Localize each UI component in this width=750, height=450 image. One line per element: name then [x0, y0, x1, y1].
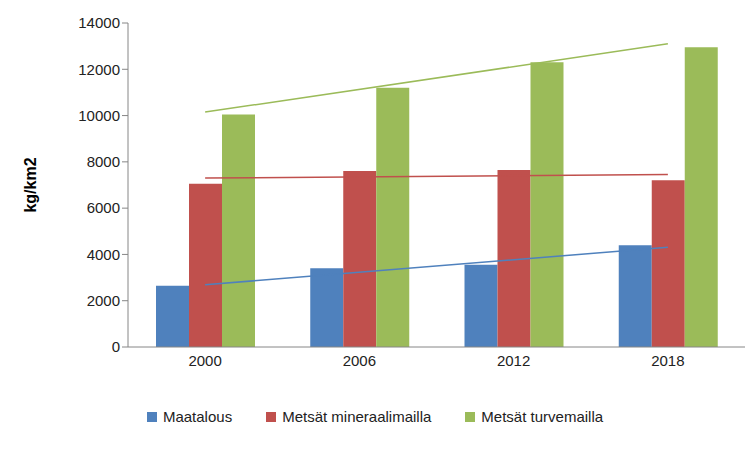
svg-text:2000: 2000	[87, 292, 120, 309]
svg-text:2018: 2018	[651, 352, 684, 369]
svg-text:0: 0	[112, 338, 120, 355]
svg-text:2012: 2012	[497, 352, 530, 369]
svg-text:4000: 4000	[87, 246, 120, 263]
html-text:Maatalous: Maatalous	[162, 408, 233, 425]
svg-text:2006: 2006	[343, 352, 376, 369]
html-text:Metsät mineraalimailla: Metsät mineraalimailla	[282, 408, 432, 425]
svg-text:2000: 2000	[188, 352, 221, 369]
svg-text:14000: 14000	[78, 14, 120, 31]
svg-text:12000: 12000	[78, 61, 120, 78]
html-text:Metsät turvemailla: Metsät turvemailla	[481, 408, 604, 425]
svg-text:10000: 10000	[78, 107, 120, 124]
svg-text:6000: 6000	[87, 199, 120, 216]
svg-text:kg/km2: kg/km2	[22, 157, 39, 212]
svg-text:8000: 8000	[87, 153, 120, 170]
